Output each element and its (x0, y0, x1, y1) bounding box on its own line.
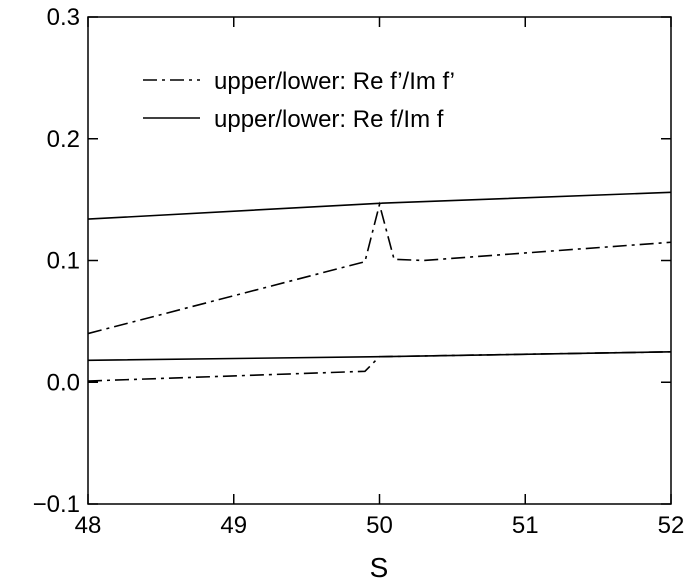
series-line-2-upper (87, 191, 672, 220)
x-tick-label: 49 (220, 512, 247, 539)
x-axis-label: S (370, 552, 389, 583)
y-tick-label: 0.0 (47, 369, 80, 396)
y-tick-label: 0.2 (47, 126, 80, 153)
legend: upper/lower: Re f’/Im f’ upper/lower: Re … (143, 68, 455, 133)
y-tick-label: −0.1 (33, 491, 80, 518)
x-tick-label: 51 (512, 512, 539, 539)
series-layer (87, 191, 672, 382)
x-tick-label: 48 (75, 512, 102, 539)
x-tick-label: 52 (658, 512, 685, 539)
series-line-2-lower (87, 351, 672, 362)
ticks-layer: 48 49 50 51 52 −0.1 0.0 0.1 0.2 0.3 (33, 4, 685, 539)
y-tick-label: 0.1 (47, 248, 80, 275)
legend-label-2: upper/lower: Re f/Im f (214, 106, 444, 133)
series-line-1-upper (87, 201, 672, 335)
y-tick-label: 0.3 (47, 4, 80, 31)
x-tick-label: 50 (366, 512, 393, 539)
legend-label-1: upper/lower: Re f’/Im f’ (214, 68, 455, 95)
